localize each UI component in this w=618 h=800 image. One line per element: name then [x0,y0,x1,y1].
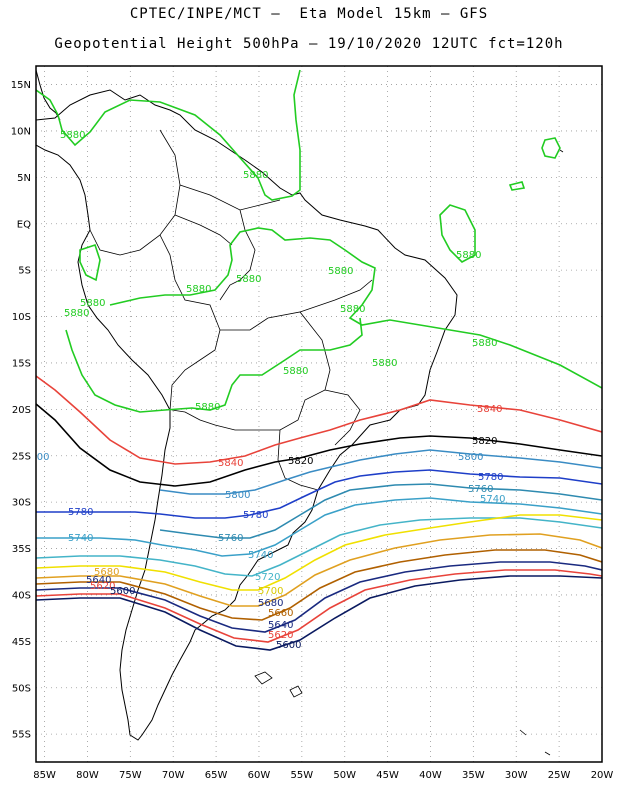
label-5820-2: 5820 [472,436,497,447]
contour-5660 [36,549,602,621]
contour-5880-e [541,137,561,159]
label-5680-2: 5680 [258,598,283,609]
label-5880-5: 5880 [236,274,261,285]
label-5620-1: 5620 [90,581,115,592]
label-5880-12: 5880 [283,366,308,377]
lat-tick-label: 15S [12,358,31,369]
label-5880-9: 5880 [340,304,365,315]
lon-tick-label: 50W [333,770,356,781]
lat-tick-label: 5S [18,266,31,277]
label-5780-3: 5780 [478,472,503,483]
lat-tick-label: 55S [12,730,31,741]
label-5820-1: 5820 [288,456,313,467]
contour-5840 [36,375,602,465]
lon-tick-label: 85W [33,770,56,781]
contour-5760 [159,483,602,539]
contour-5780 [36,469,602,519]
lon-tick-label: 20W [591,770,614,781]
label-5880-10: 5880 [472,338,497,349]
contour-5880-d [439,204,476,263]
contour-5820 [36,403,602,487]
label-5840-1: 5840 [218,458,243,469]
label-5880-13: 5880 [195,402,220,413]
lat-tick-label: 50S [12,683,31,694]
label-5600-2: 5600 [276,640,301,651]
contour-5620 [36,569,602,643]
contour-5880-g [79,243,101,282]
contour-5600 [36,575,602,651]
label-5620-2: 5620 [268,630,293,641]
label-5660-1: 5660 [268,608,293,619]
contour-5640 [36,561,602,633]
contour-5880-f [508,181,526,191]
label-5740-3: 5740 [480,494,505,505]
label-5880-3: 5880 [456,250,481,261]
lon-tick-label: 70W [162,770,185,781]
lon-tick-label: 35W [462,770,485,781]
lon-tick-label: 60W [248,770,271,781]
latitude-tick-labels: 15N 10N 5N EQ 5S 10S 15S 20S 25S 30S 35S 40S 45S 50S 5… [11,80,31,741]
lon-tick-label: 40W [419,770,442,781]
lon-tick-label: 65W [205,770,228,781]
label-5880-7: 5880 [80,298,105,309]
islands [254,149,564,756]
label-5780-1: 5780 [68,507,93,518]
label-5880-11: 5880 [372,358,397,369]
label-5640-2: 5640 [268,620,293,631]
contour-5700 [36,514,602,591]
label-5780-2: 5780 [243,510,268,521]
label-5840-2: 5840 [477,404,502,415]
contour-5800 [159,449,602,495]
label-5740-2: 5740 [248,550,273,561]
label-5880-8: 5880 [64,308,89,319]
label-5680-1: 5680 [94,567,119,578]
label-5880-6: 5880 [186,284,211,295]
label-5640-1: 5640 [86,575,111,586]
lon-tick-label: 75W [119,770,142,781]
lon-tick-label: 25W [548,770,571,781]
lon-tick-label: 80W [76,770,99,781]
lat-tick-label: 5N [17,173,31,184]
label-5700-1: 5700 [258,586,283,597]
label-5760-2: 5760 [468,484,493,495]
south-america-coastline [36,89,458,741]
label-5720-1: 5720 [255,572,280,583]
label-5880-1: 5880 [60,130,85,141]
map-title: CPTEC/INPE/MCT – Eta Model 15km – GFS [129,6,489,22]
contour-5720 [36,517,602,577]
lat-tick-label: 25S [12,451,31,462]
label-5800-2: 5800 [458,452,483,463]
country-borders [89,129,373,491]
lat-tick-label: 35S [12,544,31,555]
label-5880-2: 5880 [243,170,268,181]
lat-tick-label: 45S [12,637,31,648]
label-5800-3: 5800 [24,452,49,463]
label-5800-1: 5800 [225,490,250,501]
contour-5880-a [36,69,301,201]
contour-5880-b [109,227,602,389]
lon-tick-label: 55W [291,770,314,781]
contour-5880-c [65,317,363,413]
label-5760-1: 5760 [218,533,243,544]
lat-tick-label: 15N [11,80,31,91]
map-frame [35,65,603,763]
lat-tick-label: EQ [17,219,31,230]
lon-tick-label: 30W [505,770,528,781]
label-5740-1: 5740 [68,533,93,544]
contour-5740 [36,497,602,557]
lon-tick-label: 45W [376,770,399,781]
contour-5680 [36,533,602,607]
lat-tick-label: 20S [12,405,31,416]
label-5880-4: 5880 [328,266,353,277]
lat-tick-label: 10N [11,126,31,137]
lat-tick-label: 30S [12,498,31,509]
lat-tick-label: 40S [12,590,31,601]
longitude-tick-labels: 85W 80W 75W 70W 65W 60W 55W 50W 45W 40W 35W 30W 25W 2… [33,770,613,781]
map-subtitle: Geopotential Height 500hPa – 19/10/2020 … [54,36,564,52]
label-5600-1: 5600 [110,586,135,597]
lat-tick-label: 10S [12,312,31,323]
